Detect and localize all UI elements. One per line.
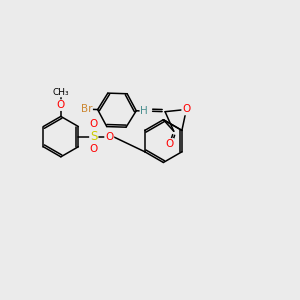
Text: O: O <box>166 139 174 149</box>
Text: O: O <box>105 132 113 142</box>
Text: Br: Br <box>81 104 92 114</box>
Text: CH₃: CH₃ <box>52 88 69 97</box>
Text: O: O <box>90 144 98 154</box>
Text: S: S <box>90 130 98 143</box>
Text: H: H <box>140 106 148 116</box>
Text: O: O <box>57 100 65 110</box>
Text: O: O <box>182 104 190 115</box>
Text: O: O <box>90 119 98 129</box>
